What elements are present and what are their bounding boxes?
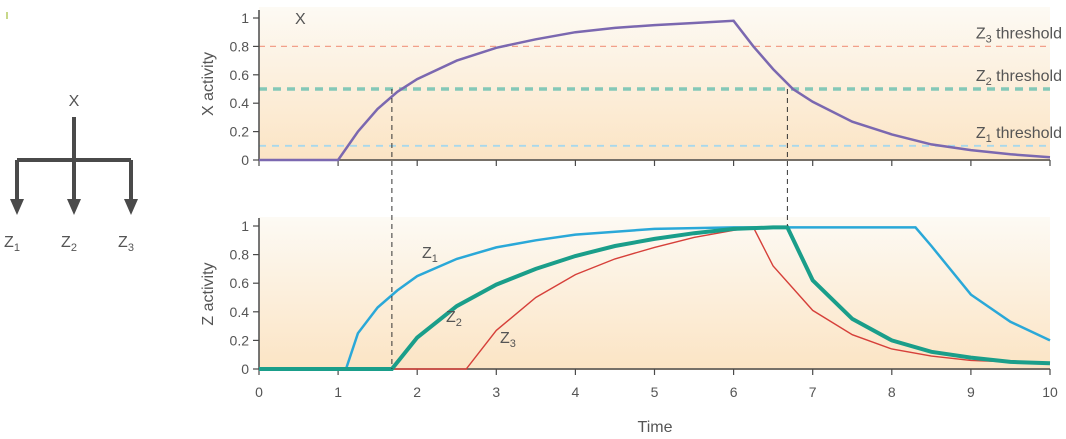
series-label-z3: Z3 (500, 330, 516, 350)
threshold-label-z2-subscript: 2 (986, 76, 992, 88)
diagram-root-label: X (69, 93, 80, 110)
top-y-tick-label: 0 (241, 152, 249, 168)
diagram-child-label-1: Z1 (4, 234, 20, 254)
threshold-label-z1: Z1 threshold (976, 125, 1062, 145)
top-y-tick-label: 0.2 (230, 124, 250, 140)
bottom-x-tick-label: 2 (413, 384, 421, 400)
bottom-x-tick-label: 4 (572, 384, 580, 400)
series-line-z2 (259, 225, 1051, 371)
corner-mark (6, 12, 8, 19)
series-label-z2-letter: Z (446, 309, 456, 326)
diagram-arrowhead-3 (124, 199, 138, 215)
bottom-y-tick-label: 0.2 (230, 332, 250, 348)
bottom-x-tick-label: 3 (492, 384, 500, 400)
threshold-label-z1-letter: Z (976, 125, 986, 142)
diagram-child-label-2-subscript: 2 (71, 242, 77, 254)
hierarchy-diagram: X Z1 Z2 Z3 (4, 93, 138, 254)
threshold-label-z3-letter: Z (976, 25, 986, 42)
bottom-x-tick-label: 6 (730, 384, 738, 400)
threshold-label-z3-subscript: 3 (986, 33, 992, 45)
series-label-z2: Z2 (446, 309, 462, 329)
bottom-plot-background (259, 217, 1050, 370)
x-axis-label-time: Time (638, 419, 673, 436)
series-label-z1-letter: Z (422, 245, 432, 262)
top-plot-background (259, 7, 1050, 161)
diagram-child-label-1-letter: Z (4, 234, 14, 251)
threshold-label-z2-suffix: threshold (992, 68, 1062, 85)
bottom-x-tick-label: 10 (1042, 384, 1058, 400)
diagram-child-label-2: Z2 (61, 234, 77, 254)
series-label-z3-subscript: 3 (510, 338, 516, 350)
bottom-x-tick-label: 9 (967, 384, 975, 400)
series-label-z1-subscript: 1 (432, 253, 438, 265)
diagram-child-label-2-letter: Z (61, 234, 71, 251)
top-y-tick-label: 0.6 (230, 67, 250, 83)
threshold-label-z3: Z3 threshold (976, 25, 1062, 45)
threshold-label-z3-suffix: threshold (992, 25, 1062, 42)
series-line-z1 (259, 226, 1051, 371)
bottom-x-tick-label: 8 (888, 384, 896, 400)
threshold-label-z1-suffix: threshold (992, 125, 1062, 142)
diagram-arrowhead-2 (67, 199, 81, 215)
threshold-label-z1-subscript: 1 (986, 133, 992, 145)
diagram-child-label-3-letter: Z (118, 234, 128, 251)
bottom-y-tick-label: 0.8 (230, 247, 250, 263)
threshold-label-z2-letter: Z (976, 68, 986, 85)
series-label-z1: Z1 (422, 245, 438, 265)
top-y-tick-label: 0.4 (230, 95, 250, 111)
bottom-y-tick-label: 0.6 (230, 275, 250, 291)
bottom-y-tick-label: 0.4 (230, 304, 250, 320)
bottom-y-tick-label: 1 (241, 218, 249, 234)
diagram-child-label-3: Z3 (118, 234, 134, 254)
bottom-y-tick-label: 0 (241, 361, 249, 377)
series-label-z3-letter: Z (500, 330, 510, 347)
bottom-x-tick-label: 7 (809, 384, 817, 400)
y-axis-label-z-activity: Z activity (200, 262, 217, 325)
series-label-x: X (295, 11, 306, 28)
y-axis-label-x-activity: X activity (200, 52, 217, 116)
bottom-x-tick-label: 0 (255, 384, 263, 400)
top-y-tick-label: 1 (241, 10, 249, 26)
series-label-z2-subscript: 2 (456, 317, 462, 329)
diagram-arrowhead-1 (10, 199, 24, 215)
bottom-x-tick-label: 1 (334, 384, 342, 400)
bottom-x-tick-label: 5 (651, 384, 659, 400)
threshold-label-z2: Z2 threshold (976, 68, 1062, 88)
series-line-x (259, 19, 1051, 162)
diagram-child-label-3-subscript: 3 (128, 242, 134, 254)
diagram-child-label-1-subscript: 1 (14, 242, 20, 254)
top-y-tick-label: 0.8 (230, 38, 250, 54)
